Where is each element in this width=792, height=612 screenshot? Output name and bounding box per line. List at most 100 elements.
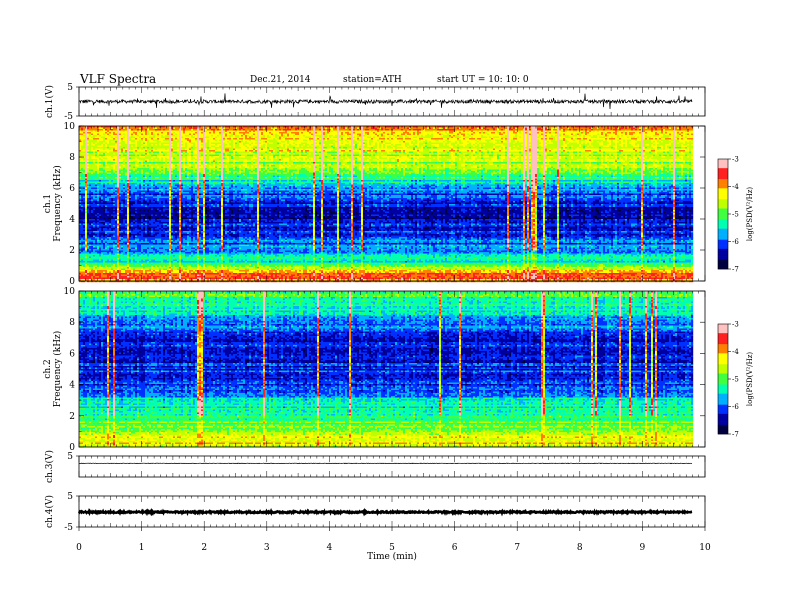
spectrogram-cell bbox=[669, 128, 671, 130]
spectrogram-cell bbox=[545, 128, 547, 130]
spectrogram-cell bbox=[531, 128, 533, 130]
spectrogram-cell bbox=[455, 128, 457, 130]
spectrogram-cell bbox=[657, 128, 659, 130]
spectrogram-cell bbox=[569, 128, 571, 130]
spectrogram-cell bbox=[659, 128, 661, 130]
vlf-spectra-figure: VLF Spectra Dec.21, 2014 station=ATH sta… bbox=[0, 0, 792, 612]
spectrogram-cell bbox=[293, 128, 295, 130]
spectrogram-cell bbox=[377, 128, 379, 130]
spectrogram-cell bbox=[177, 129, 179, 131]
spectrogram-cell bbox=[561, 128, 563, 130]
spectrogram-cell bbox=[613, 128, 615, 130]
spectrogram-cell bbox=[119, 129, 121, 131]
spectrogram-cell bbox=[259, 129, 261, 131]
spectrogram-cell bbox=[515, 128, 517, 130]
spectrogram-cell bbox=[245, 129, 247, 131]
spectrogram-cell bbox=[187, 128, 189, 130]
y-axis-label: ch.1(V) bbox=[44, 85, 55, 118]
spectrogram-cell bbox=[321, 128, 323, 130]
spectrogram-cell bbox=[477, 128, 479, 130]
spectrogram-cell bbox=[81, 128, 83, 130]
spectrogram-cell bbox=[95, 128, 97, 130]
spectrogram-cell bbox=[283, 128, 285, 130]
spectrogram-cell bbox=[261, 128, 263, 130]
spectrogram-cell bbox=[81, 129, 83, 131]
spectrogram-cell bbox=[115, 128, 117, 130]
spectrogram-cell bbox=[117, 128, 119, 130]
spectrogram-cell bbox=[97, 128, 99, 130]
spectrogram-cell bbox=[83, 129, 85, 131]
spectrogram-cell bbox=[281, 129, 283, 131]
spectrogram-cell bbox=[119, 128, 121, 130]
spectrogram-cell bbox=[135, 129, 137, 131]
spectrogram-cell bbox=[107, 128, 109, 130]
spectrogram-cell bbox=[583, 128, 585, 130]
spectrogram-cell bbox=[269, 128, 271, 130]
spectrogram-cell bbox=[125, 128, 127, 130]
spectrogram-cell bbox=[405, 128, 407, 130]
spectrogram-cell bbox=[675, 128, 677, 130]
spectrogram-cell bbox=[115, 129, 117, 131]
y-tick-label: -5 bbox=[64, 112, 73, 122]
spectrogram-cell bbox=[303, 129, 305, 131]
spectrogram-cell bbox=[547, 128, 549, 130]
spectrogram-cell bbox=[525, 128, 527, 130]
spectrogram-cell bbox=[89, 128, 91, 130]
spectrogram-cell bbox=[87, 129, 89, 131]
spectrogram-cell bbox=[129, 129, 131, 131]
spectrogram-cell bbox=[439, 128, 441, 130]
spectrogram-cell bbox=[557, 128, 559, 130]
spectrogram-cell bbox=[229, 129, 231, 131]
spectrogram-cell bbox=[571, 128, 573, 130]
spectrogram-cell bbox=[263, 129, 265, 131]
spectrogram-cell bbox=[607, 128, 609, 130]
spectrogram-cell bbox=[111, 128, 113, 130]
spectrogram-cell bbox=[167, 129, 169, 131]
panel-1: 5-5ch.1(V) bbox=[44, 83, 705, 122]
spectrogram-cell bbox=[309, 129, 311, 131]
spectrogram-cell bbox=[137, 129, 139, 131]
spectrogram-cell bbox=[123, 128, 125, 130]
spectrogram-cell bbox=[157, 128, 159, 130]
spectrogram-cell bbox=[177, 128, 179, 130]
spectrogram-cell bbox=[139, 129, 141, 131]
spectrogram-cell bbox=[193, 129, 195, 131]
spectrogram-cell bbox=[495, 128, 497, 130]
spectrogram-cell bbox=[427, 128, 429, 130]
spectrogram-cell bbox=[211, 128, 213, 130]
spectrogram-cell bbox=[411, 128, 413, 130]
spectrogram-cell bbox=[489, 128, 491, 130]
spectrogram-cell bbox=[97, 129, 99, 131]
spectrogram-cell bbox=[343, 128, 345, 130]
spectrogram-cell bbox=[299, 129, 301, 131]
spectrogram-cell bbox=[161, 128, 163, 130]
spectrogram-cell bbox=[259, 128, 261, 130]
spectrogram-cell bbox=[217, 128, 219, 130]
spectrogram-cell bbox=[419, 128, 421, 130]
spectrogram-cell bbox=[277, 129, 279, 131]
spectrogram-cell bbox=[533, 128, 535, 130]
spectrogram-cell bbox=[223, 129, 225, 131]
spectrogram-cell bbox=[105, 129, 107, 131]
spectrogram-cell bbox=[275, 128, 277, 130]
spectrogram-cell bbox=[367, 128, 369, 130]
panel-2: -3-4-5-6-7log(PSD(V²/Hz)0246810ch.1Frequ… bbox=[43, 122, 754, 287]
spectrogram-cell bbox=[159, 128, 161, 130]
spectrogram-cell bbox=[225, 129, 227, 131]
spectrogram-cell bbox=[113, 128, 115, 130]
spectrogram-cell bbox=[289, 129, 291, 131]
spectrogram-cell bbox=[195, 129, 197, 131]
spectrogram-cell bbox=[257, 129, 259, 131]
spectrogram-cell bbox=[469, 128, 471, 130]
spectrogram-cell bbox=[305, 128, 307, 130]
spectrogram-cell bbox=[141, 129, 143, 131]
spectrogram-cell bbox=[605, 128, 607, 130]
spectrogram-cell bbox=[549, 128, 551, 130]
spectrogram-cell bbox=[683, 128, 685, 130]
spectrogram-cell bbox=[507, 128, 509, 130]
spectrogram-cell bbox=[151, 128, 153, 130]
spectrogram-cell bbox=[281, 128, 283, 130]
spectrogram-cell bbox=[99, 128, 101, 130]
spectrogram-cell bbox=[95, 129, 97, 131]
spectrogram-cell bbox=[271, 129, 273, 131]
